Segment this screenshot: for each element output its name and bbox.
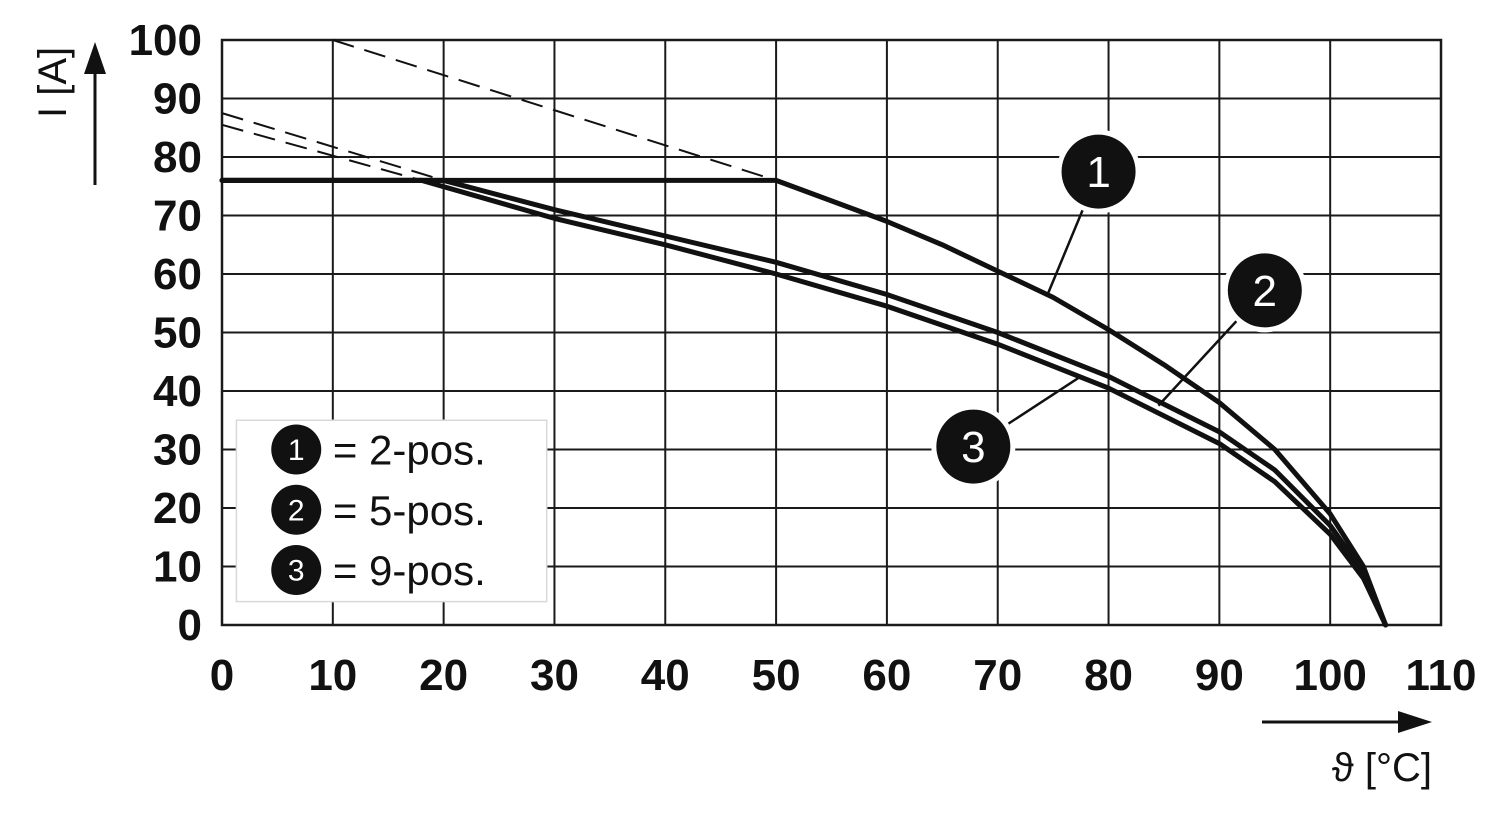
axis-titles: I [A] ϑ [°C] — [31, 42, 1432, 790]
series-callouts: 1 2 3 — [931, 129, 1307, 489]
y-axis-arrow-head — [84, 42, 106, 74]
legend-entry-text: = 5-pos. — [333, 487, 486, 534]
callout-marker-3 — [936, 409, 1011, 484]
y-tick-label: 50 — [153, 309, 202, 358]
callout-number: 3 — [961, 423, 985, 472]
callout-marker-2 — [1227, 253, 1302, 328]
series-line-1 — [219, 177, 1389, 628]
callout-marker-1 — [1061, 134, 1136, 209]
legend-entry-text: = 2-pos. — [333, 427, 486, 474]
y-tick-label: 80 — [153, 133, 202, 182]
callout-number: 1 — [1086, 148, 1110, 197]
series-lines — [219, 177, 1389, 628]
x-tick-label: 10 — [308, 651, 357, 700]
y-tick-label: 90 — [153, 75, 202, 124]
y-tick-label: 20 — [153, 484, 202, 533]
x-tick-label: 60 — [862, 651, 911, 700]
y-tick-label: 60 — [153, 250, 202, 299]
y-tick-label: 40 — [153, 367, 202, 416]
extrapolation-line-2 — [221, 112, 444, 182]
y-tick-label: 10 — [153, 543, 202, 592]
x-tick-label: 80 — [1084, 651, 1133, 700]
callout-number: 2 — [1253, 267, 1277, 316]
y-tick-label: 30 — [153, 426, 202, 475]
x-tick-labels: 0 10 20 30 40 50 60 70 80 90 100 110 — [210, 651, 1477, 700]
series-line-3 — [219, 177, 1389, 628]
x-tick-label: 20 — [419, 651, 468, 700]
plot-frame — [220, 38, 1443, 627]
y-axis-title: I [A] — [31, 47, 75, 118]
x-tick-label: 40 — [641, 651, 690, 700]
extrapolation-line-3 — [221, 123, 422, 182]
series-line-2 — [219, 177, 1389, 628]
x-axis-arrow-head — [1398, 711, 1432, 733]
x-tick-label: 0 — [210, 651, 234, 700]
x-tick-label: 100 — [1293, 651, 1366, 700]
x-axis-title: ϑ [°C] — [1332, 746, 1432, 790]
legend-entry-text: = 9-pos. — [333, 547, 486, 594]
y-tick-label: 100 — [129, 16, 202, 65]
x-tick-label: 50 — [752, 651, 801, 700]
y-tick-label: 70 — [153, 192, 202, 241]
legend-marker-1 — [271, 424, 322, 475]
x-tick-label: 90 — [1195, 651, 1244, 700]
legend-marker-2 — [271, 484, 322, 535]
x-tick-label: 110 — [1406, 651, 1477, 700]
x-tick-label: 30 — [530, 651, 579, 700]
legend-marker-3 — [271, 545, 322, 596]
extrapolation-lines — [221, 39, 777, 182]
y-tick-labels: 0 10 20 30 40 50 60 70 80 90 100 — [129, 16, 202, 650]
legend-marker-number: 2 — [288, 494, 305, 527]
legend: 1 = 2-pos. 2 = 5-pos. 3 = 9-pos. — [235, 419, 548, 603]
extrapolation-line-1 — [332, 39, 777, 182]
legend-marker-number: 3 — [288, 555, 305, 588]
y-tick-label: 0 — [178, 601, 202, 650]
x-tick-label: 70 — [973, 651, 1022, 700]
legend-marker-number: 1 — [288, 434, 305, 467]
